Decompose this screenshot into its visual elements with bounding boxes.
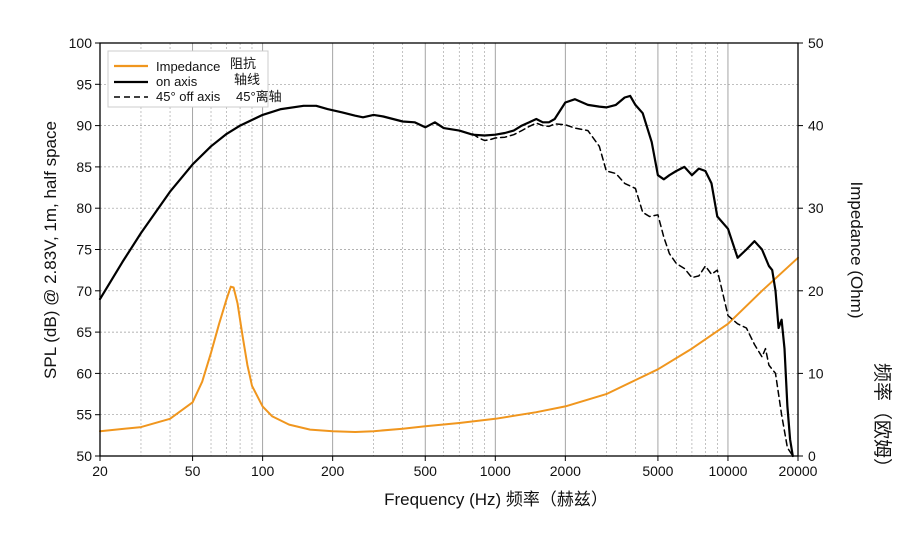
y-left-tick-label: 100	[69, 35, 93, 51]
x-tick-label: 20	[92, 463, 108, 479]
grid	[100, 43, 798, 456]
y-left-tick-label: 65	[76, 324, 92, 340]
y-left-tick-label: 95	[76, 76, 92, 92]
ticks: 20 50 100 200 500 1000 2000 5000 10000 2000050556…	[69, 35, 824, 479]
y-right-tick-label: 10	[808, 365, 824, 381]
y-axis-right-title-zh: 频率（欧姆）	[871, 363, 893, 477]
y-left-tick-label: 80	[76, 200, 92, 216]
legend-label-impedance-zh: 阻抗	[230, 56, 256, 71]
series-impedance-line	[99, 256, 799, 433]
y-left-tick-label: 90	[76, 118, 92, 134]
y-axis-right-title: Impedance (Ohm)	[847, 182, 866, 319]
series-lines	[98, 94, 799, 458]
y-right-tick-label: 50	[808, 35, 824, 51]
series-off-axis-line	[471, 122, 794, 457]
x-tick-label: 2000	[550, 463, 581, 479]
y-left-tick-label: 85	[76, 159, 92, 175]
x-tick-label: 10000	[708, 463, 747, 479]
x-tick-label: 20000	[779, 463, 818, 479]
x-tick-label: 100	[251, 463, 275, 479]
y-left-tick-label: 50	[76, 448, 92, 464]
y-axis-left-title: SPL (dB) @ 2.83V, 1m, half space	[41, 121, 60, 379]
x-tick-label: 50	[185, 463, 201, 479]
x-tick-label: 1000	[480, 463, 511, 479]
y-left-tick-label: 75	[76, 242, 92, 258]
legend-label-on-axis: on axis	[156, 74, 198, 89]
x-tick-label: 200	[321, 463, 345, 479]
y-right-tick-label: 20	[808, 283, 824, 299]
x-axis-title: Frequency (Hz) 频率（赫兹）	[384, 490, 608, 509]
series-on-axis-line	[98, 94, 794, 458]
legend: Impedance 阻抗 on axis 轴线 45° off axis 45°…	[107, 50, 282, 108]
x-tick-label: 5000	[642, 463, 673, 479]
legend-label-off-axis-zh: 45°离轴	[236, 89, 282, 104]
legend-label-impedance: Impedance	[156, 59, 220, 74]
y-right-tick-label: 30	[808, 200, 824, 216]
y-left-tick-label: 55	[76, 407, 92, 423]
x-tick-label: 500	[414, 463, 438, 479]
y-right-tick-label: 40	[808, 118, 824, 134]
y-left-tick-label: 70	[76, 283, 92, 299]
legend-label-on-axis-zh: 轴线	[234, 72, 260, 87]
legend-label-off-axis: 45° off axis	[156, 89, 221, 104]
y-right-tick-label: 0	[808, 448, 816, 464]
y-left-tick-label: 60	[76, 365, 92, 381]
